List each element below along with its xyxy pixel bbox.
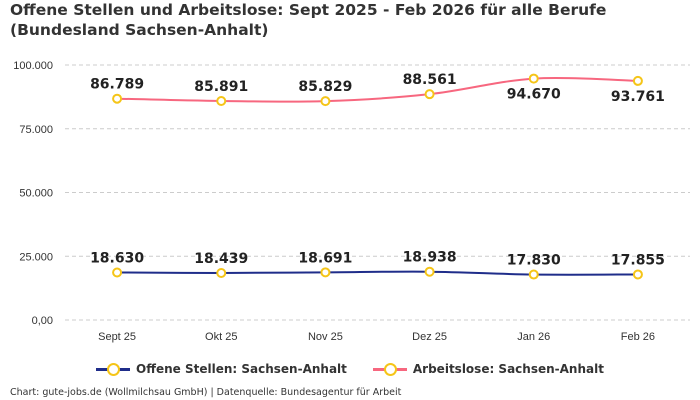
y-tick-label: 100.000 bbox=[13, 60, 53, 72]
credits: Chart: gute-jobs.de (Wollmilchsau GmbH) … bbox=[10, 387, 402, 398]
x-tick-label: Sept 25 bbox=[98, 331, 136, 343]
data-point bbox=[528, 73, 539, 84]
legend-item-offene-stellen[interactable]: Offene Stellen: Sachsen-Anhalt bbox=[96, 362, 347, 376]
data-point bbox=[216, 267, 227, 278]
data-label: 85.829 bbox=[298, 79, 352, 95]
x-tick-label: Feb 26 bbox=[621, 331, 655, 343]
line-chart: 0,00 25.000 50.000 75.000 100.000 Sept 25 Okt … bbox=[13, 60, 690, 343]
legend-item-arbeitslose[interactable]: Arbeitslose: Sachsen-Anhalt bbox=[372, 362, 604, 376]
data-point bbox=[424, 266, 435, 277]
data-label: 93.761 bbox=[611, 89, 665, 105]
data-point bbox=[320, 267, 331, 278]
data-label: 17.855 bbox=[611, 252, 665, 268]
y-tick-label: 75.000 bbox=[19, 124, 53, 136]
y-tick-label: 50.000 bbox=[19, 188, 53, 200]
data-label: 86.789 bbox=[90, 77, 144, 93]
data-point bbox=[632, 269, 643, 280]
legend: Offene Stellen: Sachsen-Anhalt Arbeitslo… bbox=[0, 362, 700, 376]
data-label: 18.938 bbox=[403, 250, 457, 266]
series-line-0 bbox=[117, 270, 638, 276]
y-tick-label: 25.000 bbox=[19, 251, 53, 263]
x-tick-label: Okt 25 bbox=[205, 331, 237, 343]
data-point bbox=[528, 269, 539, 280]
data-label: 18.439 bbox=[194, 251, 248, 267]
data-point bbox=[424, 89, 435, 100]
data-point bbox=[320, 96, 331, 107]
chart-title: Offene Stellen und Arbeitslose: Sept 202… bbox=[10, 1, 607, 39]
data-point bbox=[112, 93, 123, 104]
legend-symbol-icon bbox=[96, 362, 131, 376]
data-label: 88.561 bbox=[403, 72, 457, 88]
data-label: 17.830 bbox=[507, 253, 561, 269]
y-tick-label: 0,00 bbox=[32, 315, 53, 327]
data-label: 85.891 bbox=[194, 79, 248, 95]
data-label: 18.630 bbox=[90, 250, 144, 266]
legend-label: Offene Stellen: Sachsen-Anhalt bbox=[136, 362, 347, 376]
data-point bbox=[216, 95, 227, 106]
legend-label: Arbeitslose: Sachsen-Anhalt bbox=[412, 362, 604, 376]
x-tick-label: Jan 26 bbox=[517, 331, 550, 343]
legend-symbol-icon bbox=[372, 362, 407, 376]
x-tick-label: Dez 25 bbox=[412, 331, 447, 343]
data-label: 94.670 bbox=[507, 87, 561, 103]
data-point bbox=[632, 75, 643, 86]
data-point bbox=[112, 267, 123, 278]
x-tick-label: Nov 25 bbox=[308, 331, 343, 343]
data-label: 18.691 bbox=[298, 250, 352, 266]
series-line-1 bbox=[117, 76, 638, 103]
